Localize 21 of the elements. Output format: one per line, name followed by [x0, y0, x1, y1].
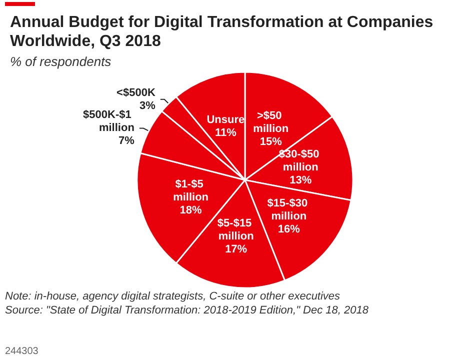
data-label: 17%	[225, 243, 248, 256]
text: Note: in-house, agency digital strategists, C-suite or other executives	[5, 290, 341, 302]
data-label: 18%	[180, 204, 202, 217]
chart-title: Annual Budget for Digital Transformation at Companies Worldwide, Q3 2018	[10, 14, 438, 50]
data-label: 13%	[290, 174, 312, 187]
slice-label: $1-$5 million	[173, 178, 209, 204]
slice-label: $15-$30 million	[267, 197, 311, 222]
data-label: 7%	[118, 135, 135, 148]
slice-label: $5-$15 million	[217, 217, 255, 242]
slice-label: Unsure	[206, 114, 245, 126]
source-note: Source: "State of Digital Transformation: 2018-2019 Edition," Dec 18, 2018	[5, 304, 370, 316]
data-label: 3%	[139, 100, 156, 112]
data-label: 16%	[278, 223, 300, 236]
data-label: 11%	[214, 126, 237, 139]
slice-label: $30-$50 million	[278, 148, 322, 174]
slice-label: <$500K	[116, 86, 156, 99]
slice-label: $500K-$1 million	[83, 109, 135, 134]
data-label: 15%	[260, 136, 282, 148]
slice-label: >$50 million	[253, 110, 289, 136]
text: 244303	[5, 346, 39, 357]
chart-subtitle: % of respondents	[10, 54, 112, 69]
